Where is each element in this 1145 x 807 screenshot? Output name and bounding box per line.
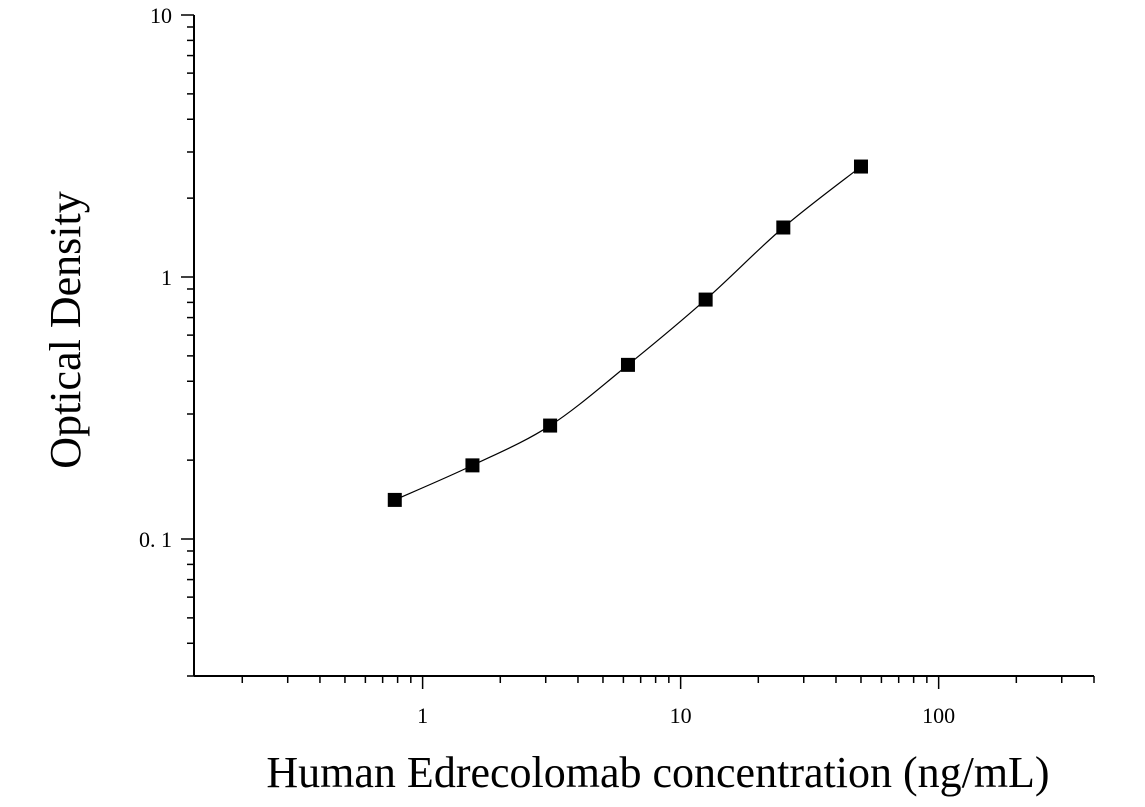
y-tick-label: 0. 1 xyxy=(139,527,172,552)
y-tick-label: 10 xyxy=(150,3,172,28)
x-axis-title: Human Edrecolomab concentration (ng/mL) xyxy=(266,748,1049,797)
data-point xyxy=(698,292,713,307)
data-point xyxy=(776,220,791,235)
y-tick-label: 1 xyxy=(161,265,172,290)
data-point xyxy=(465,458,480,473)
y-axis-title: Optical Density xyxy=(41,191,90,468)
tick-marks xyxy=(181,14,1095,689)
data-point xyxy=(543,418,558,433)
x-tick-label: 1 xyxy=(417,703,428,728)
data-point xyxy=(620,357,635,372)
x-tick-label: 10 xyxy=(670,703,692,728)
tick-labels: 1 10 100 0. 1 1 10 xyxy=(139,3,955,728)
fit-curve xyxy=(394,166,862,501)
axes xyxy=(193,15,1094,677)
data-points xyxy=(387,159,868,507)
x-tick-label: 100 xyxy=(922,703,955,728)
data-point xyxy=(387,492,402,507)
data-point xyxy=(853,159,868,174)
